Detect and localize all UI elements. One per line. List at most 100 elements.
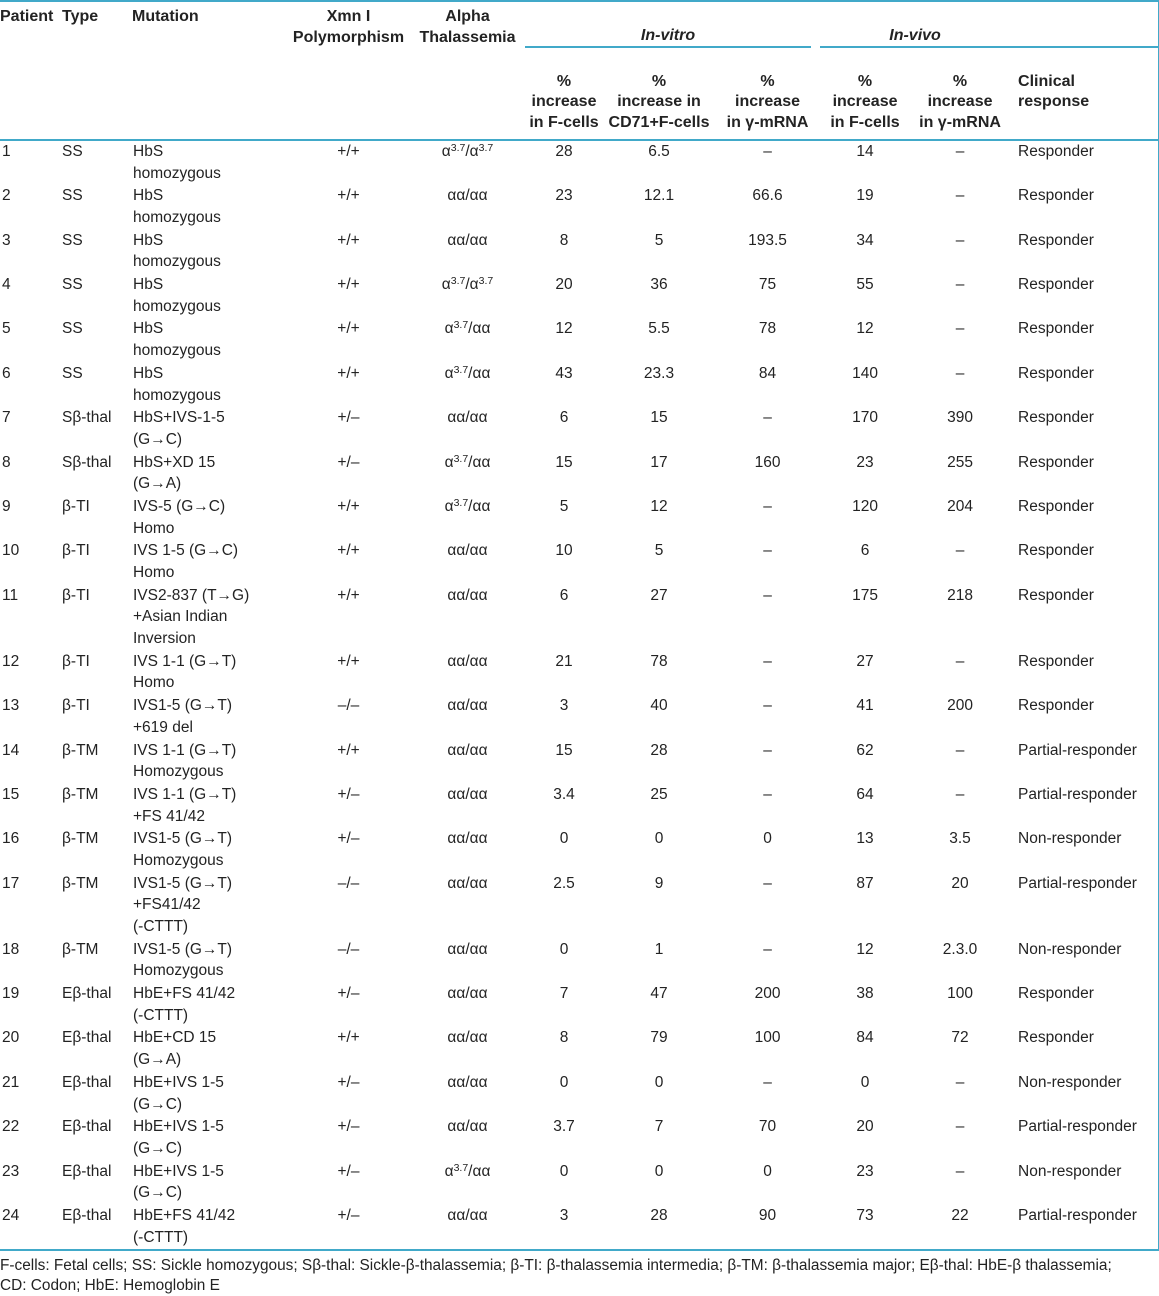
- cell-clinical-response: Responder: [1018, 276, 1094, 294]
- cell-mutation: HbE+IVS 1-5 (G→C): [133, 1073, 224, 1113]
- cell-xmn-polymorphism: +/–: [337, 1073, 360, 1091]
- cell-invitro-fcells: 0: [559, 830, 569, 848]
- cell-invitro-gamma-mrna: –: [763, 586, 772, 604]
- cell-mutation: IVS 1-1 (G→T) Homo: [133, 652, 237, 692]
- cell-type: SS: [62, 276, 83, 294]
- cell-invitro-cd71-fcells: 12: [650, 497, 668, 515]
- cell-type: SS: [62, 231, 83, 249]
- patient-results-table: Patient Type Mutation Xmn I Polymorphism…: [0, 0, 1159, 1252]
- table-row: 8 Sβ-thal HbS+XD 15 (G→A) +/– α3.7/αα 15 17 160…: [0, 452, 1159, 496]
- cell-invitro-gamma-mrna: –: [763, 785, 772, 803]
- cell-invitro-cd71-fcells: 0: [654, 830, 664, 848]
- table-row: 22 Eβ-thal HbE+IVS 1-5 (G→C) +/– αα/αα 3.7 7 70…: [0, 1116, 1159, 1160]
- cell-patient: 13: [2, 697, 20, 715]
- cell-xmn-polymorphism: +/+: [337, 497, 360, 515]
- table-row: 1 SS HbS homozygous +/+ α3.7/α3.7 28 6.5 – 14 – Re…: [0, 140, 1159, 185]
- cell-patient: 20: [2, 1029, 20, 1047]
- cell-invitro-cd71-fcells: 79: [650, 1029, 668, 1047]
- cell-mutation: IVS 1-5 (G→C) Homo: [133, 542, 239, 582]
- cell-invitro-cd71-fcells: 28: [650, 1206, 668, 1224]
- invitro-label: In-vitro: [525, 23, 812, 48]
- cell-xmn-polymorphism: –/–: [337, 874, 360, 892]
- cell-mutation: HbS homozygous: [133, 142, 221, 182]
- header-xmn-polymorphism: Xmn I Polymorphism: [287, 1, 410, 141]
- cell-alpha-thalassemia: αα/αα: [447, 940, 488, 958]
- cell-invivo-gamma-mrna: –: [955, 142, 965, 160]
- cell-invitro-fcells: 7: [559, 985, 569, 1003]
- cell-invitro-fcells: 8: [559, 231, 569, 249]
- header-vitro-gamma-mrna: % increase in γ-mRNA: [715, 68, 821, 141]
- cell-mutation: IVS-5 (G→C) Homo: [133, 497, 226, 537]
- cell-clinical-response: Non-responder: [1018, 830, 1122, 848]
- cell-alpha-thalassemia: αα/αα: [447, 231, 488, 249]
- cell-type: β-TM: [62, 741, 99, 759]
- cell-alpha-thalassemia: αα/αα: [447, 1118, 488, 1136]
- cell-invivo-fcells: 20: [856, 1118, 874, 1136]
- header-group-spacer: [1010, 1, 1159, 69]
- cell-invitro-cd71-fcells: 7: [654, 1118, 664, 1136]
- cell-invitro-cd71-fcells: 5: [654, 542, 664, 560]
- cell-invitro-cd71-fcells: 15: [650, 409, 668, 427]
- cell-invivo-fcells: 55: [856, 276, 874, 294]
- cell-type: Sβ-thal: [62, 409, 112, 427]
- header-group-row: Patient Type Mutation Xmn I Polymorphism…: [0, 1, 1159, 141]
- cell-patient: 18: [2, 940, 20, 958]
- cell-invitro-fcells: 10: [555, 542, 573, 560]
- table-row: 10 β-TI IVS 1-5 (G→C) Homo +/+ αα/αα 10 5 – 6 – Re…: [0, 540, 1159, 584]
- cell-clinical-response: Responder: [1018, 320, 1094, 338]
- cell-alpha-thalassemia: α3.7/α3.7: [441, 141, 494, 160]
- cell-xmn-polymorphism: –/–: [337, 940, 360, 958]
- cell-clinical-response: Partial-responder: [1018, 741, 1137, 759]
- cell-patient: 16: [2, 830, 20, 848]
- cell-type: Eβ-thal: [62, 985, 112, 1003]
- cell-clinical-response: Responder: [1018, 142, 1094, 160]
- cell-invivo-gamma-mrna: –: [955, 1162, 965, 1180]
- cell-alpha-thalassemia: α3.7/αα: [444, 363, 491, 382]
- cell-invitro-cd71-fcells: 5.5: [648, 320, 670, 338]
- cell-xmn-polymorphism: +/–: [337, 1118, 360, 1136]
- cell-invitro-cd71-fcells: 0: [654, 1073, 664, 1091]
- cell-invivo-gamma-mrna: –: [955, 320, 965, 338]
- cell-invitro-fcells: 2.5: [553, 874, 575, 892]
- cell-patient: 14: [2, 741, 20, 759]
- cell-invitro-gamma-mrna: 0: [763, 1162, 772, 1180]
- cell-xmn-polymorphism: –/–: [337, 697, 360, 715]
- cell-invivo-fcells: 84: [856, 1029, 874, 1047]
- cell-xmn-polymorphism: +/–: [337, 985, 360, 1003]
- table-row: 7 Sβ-thal HbS+IVS-1-5 (G→C) +/– αα/αα 6 15 – 170…: [0, 407, 1159, 451]
- cell-mutation: IVS1-5 (G→T) Homozygous: [133, 940, 233, 980]
- cell-patient: 2: [2, 187, 11, 205]
- cell-clinical-response: Non-responder: [1018, 940, 1122, 958]
- cell-invivo-gamma-mrna: 2.3.0: [942, 940, 978, 958]
- cell-patient: 3: [2, 231, 11, 249]
- cell-patient: 21: [2, 1073, 20, 1091]
- cell-mutation: HbS homozygous: [133, 320, 221, 360]
- cell-clinical-response: Responder: [1018, 1029, 1094, 1047]
- cell-clinical-response: Responder: [1018, 187, 1094, 205]
- cell-invitro-gamma-mrna: 193.5: [748, 231, 787, 249]
- cell-invivo-fcells: 0: [860, 1073, 870, 1091]
- cell-alpha-thalassemia: αα/αα: [447, 985, 488, 1003]
- cell-alpha-thalassemia: αα/αα: [447, 187, 488, 205]
- cell-invivo-gamma-mrna: –: [955, 1118, 965, 1136]
- cell-mutation: HbS homozygous: [133, 187, 221, 227]
- cell-patient: 12: [2, 652, 20, 670]
- cell-invitro-gamma-mrna: –: [763, 741, 772, 759]
- cell-invitro-fcells: 0: [559, 1162, 569, 1180]
- header-type: Type: [62, 1, 132, 141]
- cell-invitro-fcells: 12: [555, 320, 573, 338]
- cell-invitro-cd71-fcells: 25: [650, 785, 668, 803]
- cell-patient: 22: [2, 1118, 20, 1136]
- cell-alpha-thalassemia: α3.7/αα: [444, 319, 491, 338]
- cell-clinical-response: Partial-responder: [1018, 1206, 1137, 1224]
- invivo-label: In-vivo: [820, 23, 1011, 48]
- cell-invivo-fcells: 34: [856, 231, 874, 249]
- cell-clinical-response: Responder: [1018, 586, 1094, 604]
- cell-invivo-gamma-mrna: 200: [947, 697, 973, 715]
- cell-alpha-thalassemia: αα/αα: [447, 741, 488, 759]
- cell-invitro-fcells: 3.7: [553, 1118, 575, 1136]
- cell-invitro-fcells: 0: [559, 1073, 569, 1091]
- cell-clinical-response: Non-responder: [1018, 1073, 1122, 1091]
- cell-invitro-fcells: 6: [559, 409, 569, 427]
- header-vitro-fcells: % increase in F-cells: [525, 68, 603, 141]
